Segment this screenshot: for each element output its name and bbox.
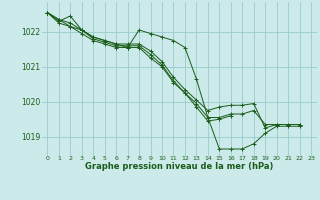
X-axis label: Graphe pression niveau de la mer (hPa): Graphe pression niveau de la mer (hPa) (85, 162, 273, 171)
